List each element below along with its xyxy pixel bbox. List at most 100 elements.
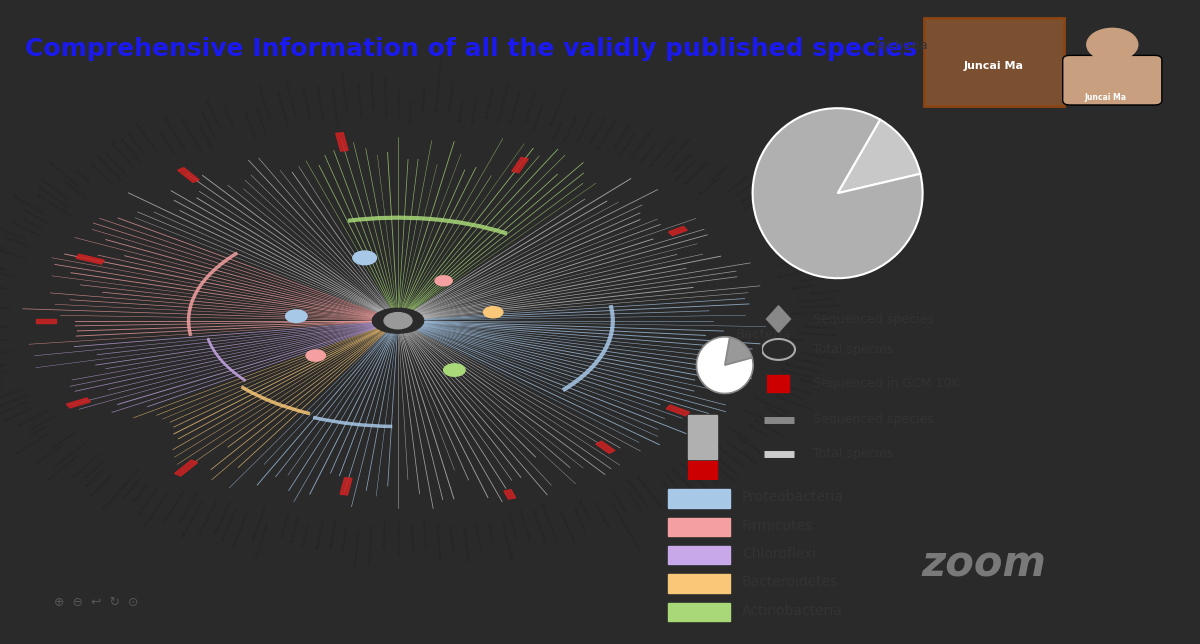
Text: Chloroflexi: Chloroflexi (742, 547, 816, 561)
Text: Bacteroidales: Bacteroidales (803, 325, 833, 330)
Text: Pasteurellales: Pasteurellales (198, 110, 216, 139)
Wedge shape (838, 120, 920, 193)
Text: Xanthomonadales: Xanthomonadales (707, 448, 739, 477)
Circle shape (444, 364, 466, 376)
Text: Verrucomicrobiales: Verrucomicrobiales (35, 192, 72, 218)
Text: Thermodesulfobacteriales: Thermodesulfobacteriales (608, 501, 641, 552)
Text: Chloroflexales: Chloroflexales (448, 525, 455, 556)
Text: Firmicutes: Firmicutes (742, 518, 814, 533)
Text: Actinomycetales: Actinomycetales (95, 155, 124, 183)
Text: Oceanospirillales: Oceanospirillales (256, 521, 271, 558)
Text: Juncai Ma: Juncai Ma (964, 61, 1024, 71)
Text: Cyanobacteriales: Cyanobacteriales (630, 127, 655, 160)
Text: Methylococcales: Methylococcales (214, 499, 233, 534)
Text: Caulobacterales: Caulobacterales (707, 457, 736, 484)
Text: Hydrogenophilales: Hydrogenophilales (368, 524, 374, 565)
Text: Hydrogenophilales: Hydrogenophilales (162, 116, 187, 153)
Text: Clostridiales: Clostridiales (122, 477, 143, 500)
Bar (595, 441, 614, 453)
Circle shape (306, 350, 325, 361)
Text: Bacillales: Bacillales (553, 118, 564, 139)
Text: Comprehensive Information of all the validly published species: Comprehensive Information of all the val… (25, 37, 918, 61)
Text: Rhizobiales: Rhizobiales (132, 482, 150, 504)
Text: Cyanobacteriales: Cyanobacteriales (396, 518, 400, 556)
Text: Neisseriales: Neisseriales (342, 524, 349, 551)
Text: Clostridiales: Clostridiales (4, 235, 30, 249)
Text: Proteobacteria: Proteobacteria (742, 490, 844, 504)
Text: Archaea: Archaea (874, 39, 929, 52)
Text: Enterobacterales: Enterobacterales (163, 489, 187, 522)
Text: Vibrionales: Vibrionales (710, 164, 731, 183)
Text: Xanthomonadales: Xanthomonadales (742, 187, 778, 212)
Text: Burkholderiales: Burkholderiales (137, 486, 161, 516)
Text: Actinomycetales: Actinomycetales (576, 109, 596, 144)
Text: Sequenced species: Sequenced species (814, 312, 934, 325)
Text: Chlamydiales: Chlamydiales (618, 130, 638, 156)
Text: Nitrospirales: Nitrospirales (571, 507, 587, 535)
Text: Chloroflexales: Chloroflexales (4, 406, 34, 422)
Text: Spirochaetales: Spirochaetales (780, 368, 812, 380)
Text: Pasteurellales: Pasteurellales (674, 158, 698, 182)
Text: Thermodesulfobacteriales: Thermodesulfobacteriales (434, 57, 444, 113)
Text: Actinomycetales: Actinomycetales (17, 408, 52, 428)
Text: Campylobacterales: Campylobacterales (382, 76, 388, 118)
Text: Gallionellales: Gallionellales (775, 388, 804, 401)
Bar (504, 489, 516, 499)
Text: Nitrospirales: Nitrospirales (23, 209, 48, 225)
Text: Desulfovibrionales: Desulfovibrionales (678, 461, 709, 493)
Text: Aeromonadales: Aeromonadales (754, 418, 785, 438)
Text: Thermotogales: Thermotogales (10, 220, 41, 238)
Bar (666, 405, 690, 416)
Text: Pasteurellales: Pasteurellales (0, 350, 13, 358)
Text: Bacillales: Bacillales (29, 424, 49, 437)
Text: Rhizobiales: Rhizobiales (626, 490, 643, 513)
Text: Desulfovibrionales: Desulfovibrionales (329, 86, 340, 127)
Text: Gallionellales: Gallionellales (156, 129, 175, 155)
Text: Planctomycetales: Planctomycetales (36, 184, 70, 209)
Text: Aquificales: Aquificales (458, 98, 466, 122)
Text: Pasteurellales: Pasteurellales (742, 408, 770, 425)
Circle shape (1087, 28, 1138, 61)
Text: Alteromonadales: Alteromonadales (713, 443, 745, 469)
Text: Spirochaetales: Spirochaetales (420, 518, 427, 550)
Bar (667, 574, 730, 592)
Text: Pasteurellales: Pasteurellales (330, 517, 338, 547)
Text: Campylobacterales: Campylobacterales (772, 236, 812, 254)
Text: Acidobacteriales: Acidobacteriales (12, 195, 46, 217)
Circle shape (353, 251, 377, 265)
Text: Nitrosomonadales: Nitrosomonadales (354, 528, 361, 567)
Text: Alteromonadales: Alteromonadales (275, 91, 289, 128)
Text: Bacteroidetes: Bacteroidetes (742, 575, 839, 589)
Bar (667, 518, 730, 536)
Text: Spirochaetales: Spirochaetales (0, 392, 30, 408)
Text: Actinomycetales: Actinomycetales (461, 526, 470, 562)
Text: Thiotrichales: Thiotrichales (725, 424, 751, 442)
Bar (668, 227, 688, 236)
Text: Nitrosomonadales: Nitrosomonadales (0, 363, 8, 375)
Text: Vibrionales: Vibrionales (301, 522, 311, 546)
Text: Bacillales: Bacillales (486, 522, 494, 543)
Text: Aquificales: Aquificales (85, 468, 104, 488)
Bar (76, 254, 104, 264)
Text: Thiotrichales: Thiotrichales (289, 516, 300, 544)
Text: Enterobacterales: Enterobacterales (0, 259, 6, 272)
Text: Sphingobacteriales: Sphingobacteriales (761, 214, 800, 236)
Text: Nitrosomonadales: Nitrosomonadales (664, 137, 692, 169)
Text: Flavobacteriales: Flavobacteriales (354, 81, 362, 117)
Bar (66, 398, 90, 408)
Text: Verrucomicrobiales: Verrucomicrobiales (47, 452, 82, 482)
Text: Fusobacteriales: Fusobacteriales (38, 178, 68, 201)
Text: Deinococcales: Deinococcales (812, 345, 844, 353)
Text: Sphingobacteriales: Sphingobacteriales (338, 72, 348, 114)
Text: Total species: Total species (814, 448, 893, 460)
Text: Deinococcales: Deinococcales (30, 413, 59, 432)
Text: Aquificales: Aquificales (577, 499, 592, 522)
Text: Fusobacteriales: Fusobacteriales (809, 319, 842, 323)
Text: Nitrosomonadales: Nitrosomonadales (754, 397, 791, 416)
Text: Legionellales: Legionellales (254, 108, 268, 135)
Text: Neisseriales: Neisseriales (764, 406, 790, 421)
Text: Bacillales: Bacillales (784, 337, 805, 343)
Text: Clostridiales: Clostridiales (796, 260, 822, 271)
Bar (667, 603, 730, 621)
Text: Mycoplasmatales: Mycoplasmatales (596, 116, 619, 151)
